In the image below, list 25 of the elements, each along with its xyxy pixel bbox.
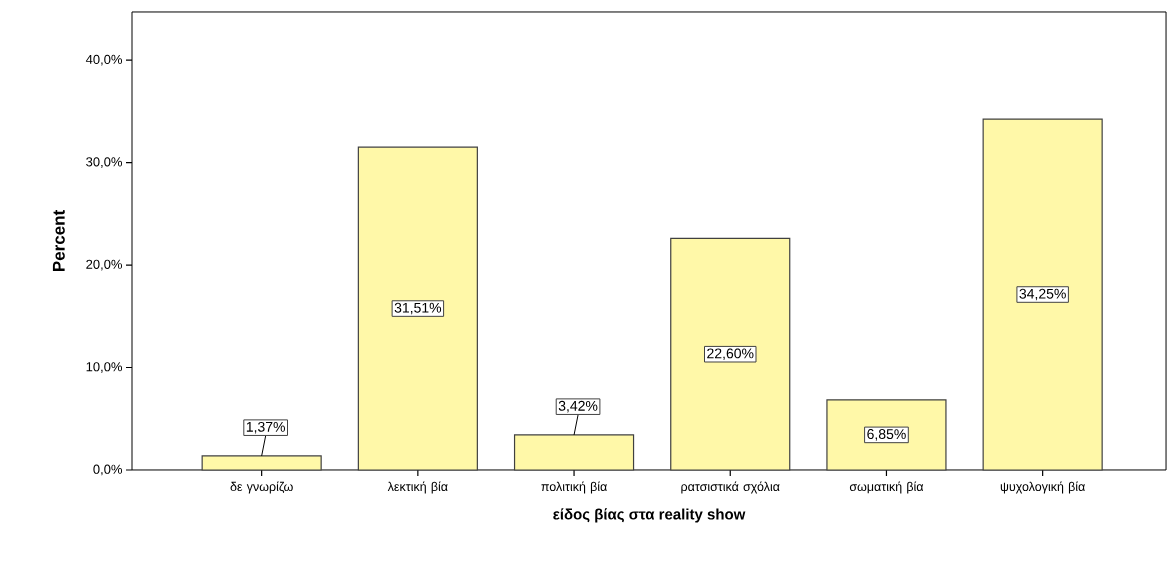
bar — [201, 455, 322, 471]
x-axis-title: είδος βίας στα reality show — [553, 508, 746, 523]
data-label: 3,42% — [558, 400, 598, 413]
bar — [826, 399, 947, 471]
y-tick-label: 20,0% — [86, 259, 123, 271]
bar — [670, 237, 791, 471]
x-tick-label: ρατσιστικά σχόλια — [681, 481, 780, 494]
y-tick-label: 30,0% — [86, 157, 123, 168]
x-tick-label: λεκτική βία — [387, 481, 448, 494]
bar — [513, 434, 635, 471]
data-label: 6,85% — [867, 429, 906, 441]
bar — [982, 118, 1103, 471]
data-label: 31,51% — [394, 302, 442, 315]
y-axis-title: Percent — [52, 210, 65, 272]
data-label: 1,37% — [246, 421, 285, 434]
y-tick-label: 40,0% — [85, 54, 123, 66]
data-label: 22,60% — [707, 348, 754, 360]
x-tick-label: δε γνωρίζω — [230, 481, 293, 494]
x-tick-label: σωματική βία — [849, 481, 924, 494]
y-tick-label: 10,0% — [86, 362, 123, 373]
y-tick-label: 0,0% — [93, 464, 123, 476]
x-tick-label: πολιτική βία — [541, 481, 607, 494]
x-tick-label: ψυχολογική βία — [1000, 481, 1085, 494]
data-label: 34,25% — [1019, 288, 1066, 301]
bar — [357, 146, 478, 471]
